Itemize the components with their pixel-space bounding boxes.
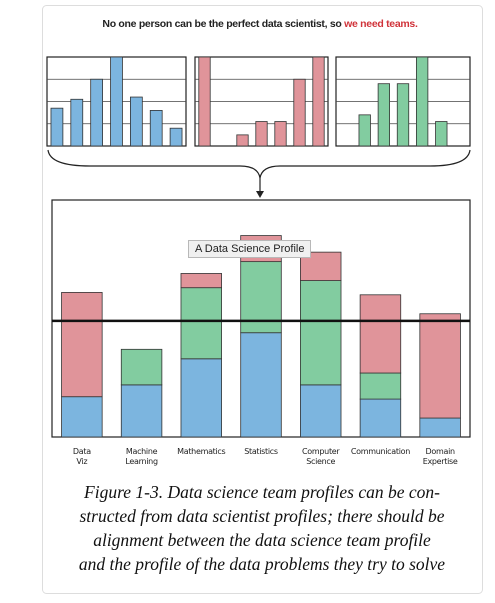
x-tick-label: Domain Expertise <box>422 447 458 466</box>
bar <box>70 98 84 147</box>
bar <box>415 56 429 147</box>
x-tick-label: Statistics <box>244 447 278 456</box>
bar-segment <box>300 280 342 386</box>
bar-segment <box>61 396 103 438</box>
bar <box>129 96 143 147</box>
bar-segment <box>180 273 222 289</box>
caption-line: structed from data scientist profiles; t… <box>79 506 445 526</box>
bar-segment <box>120 348 163 386</box>
title-part: No one person can be the perfect data sc… <box>102 18 344 30</box>
bar <box>90 78 104 147</box>
bar <box>236 134 249 147</box>
bar <box>312 56 325 147</box>
x-tick-label: Computer Science <box>302 447 340 466</box>
bar <box>377 83 391 147</box>
bar-segment <box>359 372 402 400</box>
bar-segment <box>359 294 402 374</box>
arrow-head <box>256 191 264 198</box>
bar <box>293 78 306 147</box>
caption: Figure 1-3. Data science team profiles c… <box>42 480 482 576</box>
bar <box>435 121 448 147</box>
bar <box>274 121 287 147</box>
caption-line: alignment between the data science team … <box>93 530 431 550</box>
bar-segment <box>359 398 402 438</box>
title: No one person can be the perfect data sc… <box>102 18 418 30</box>
bar <box>198 56 211 147</box>
x-tick-label: Machine Learning <box>125 447 158 466</box>
bar-segment <box>180 287 222 360</box>
tooltip: A Data Science Profile <box>188 240 312 258</box>
bar <box>149 110 163 147</box>
bar <box>169 127 183 147</box>
bar <box>50 107 64 147</box>
bar-segment <box>180 358 222 438</box>
caption-line: Figure 1-3. Data science team profiles c… <box>84 482 440 502</box>
bar <box>396 83 410 147</box>
bar-segment <box>300 384 342 438</box>
title-part: we need teams. <box>343 18 418 30</box>
x-tick-label: Data Viz <box>72 447 91 466</box>
bar-segment <box>419 313 461 419</box>
bar-segment <box>61 292 103 398</box>
bar-segment <box>240 332 282 438</box>
bar <box>255 121 268 147</box>
bar <box>358 114 371 147</box>
bar-segment <box>120 384 163 438</box>
caption-line: and the profile of the data problems the… <box>78 554 446 574</box>
bar <box>110 56 123 147</box>
bar-segment <box>419 417 461 438</box>
x-tick-label: Communication <box>350 447 410 456</box>
x-tick-label: Mathematics <box>177 447 226 456</box>
